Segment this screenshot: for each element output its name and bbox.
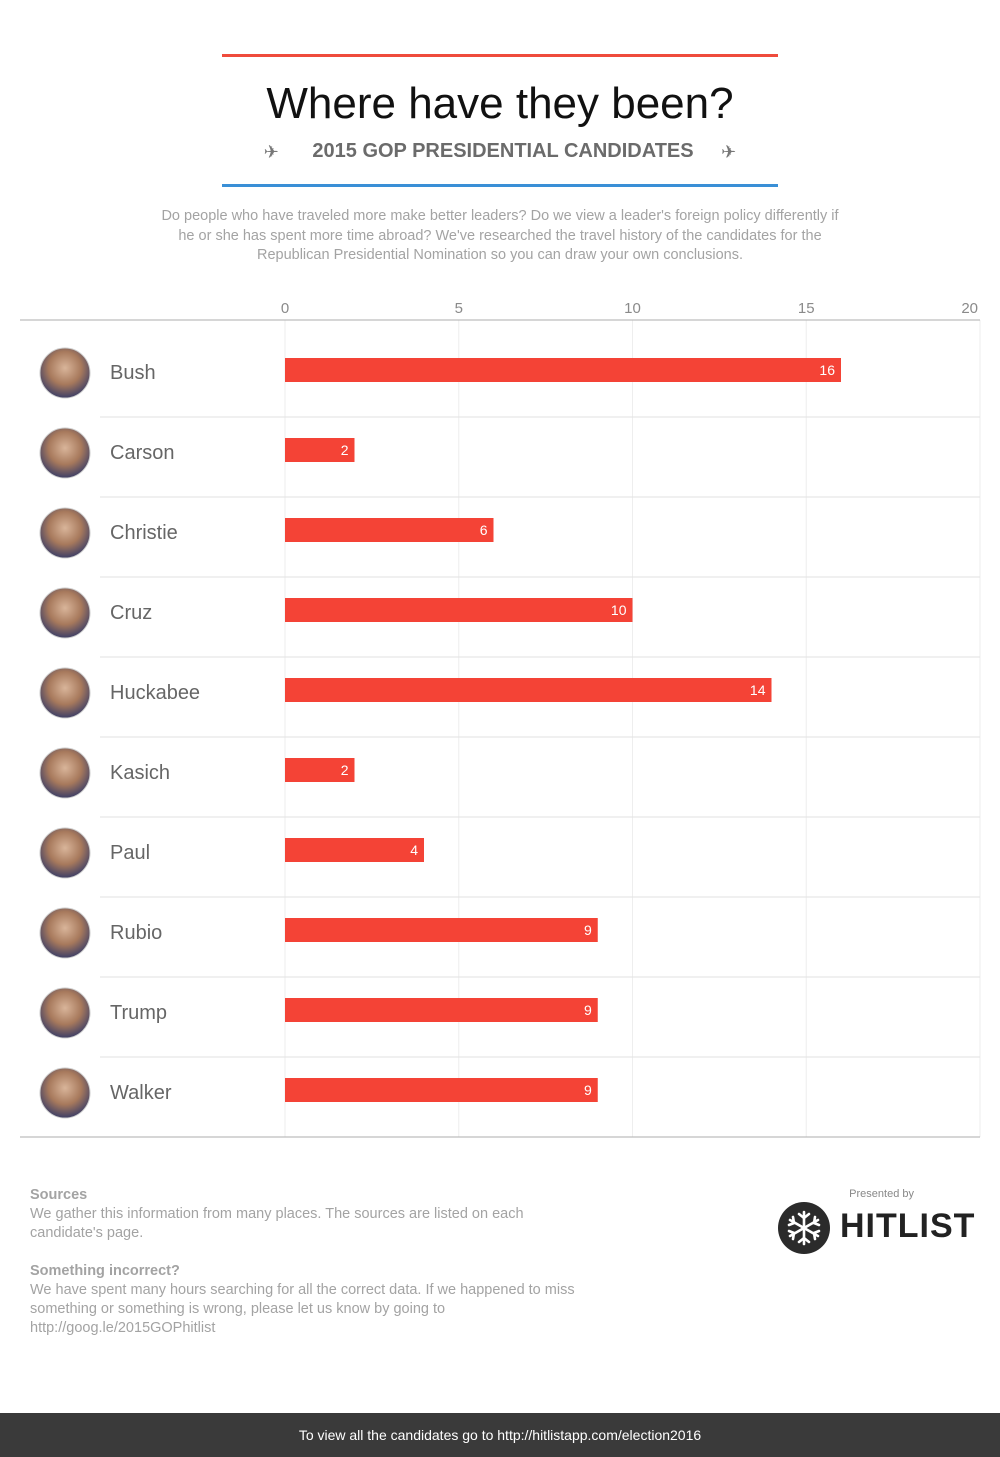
x-tick-label: 5 <box>455 300 463 317</box>
bar-value-label: 2 <box>341 442 349 458</box>
category-label: Bush <box>110 362 156 384</box>
bar-value-label: 9 <box>584 1082 592 1098</box>
plane-left-icon: ✈ <box>263 141 279 162</box>
bar <box>285 358 841 382</box>
incorrect-heading: Something incorrect? <box>30 1263 180 1279</box>
candidate-photo-icon <box>39 827 91 879</box>
candidate-photo-icon <box>39 747 91 799</box>
x-tick-label: 10 <box>624 300 641 317</box>
candidate-photo-icon <box>39 1067 91 1119</box>
bar <box>285 1078 598 1102</box>
brand-block: Presented by HITLIST <box>778 1186 980 1256</box>
category-label: Kasich <box>110 762 170 784</box>
bar <box>285 918 598 942</box>
bar <box>285 998 598 1022</box>
subtitle-row: ✈ 2015 GOP PRESIDENTIAL CANDIDATES ✈ <box>0 138 1000 165</box>
category-label: Huckabee <box>110 682 200 704</box>
category-label: Carson <box>110 442 174 464</box>
snowflake-logo-icon <box>778 1202 830 1254</box>
plane-right-icon: ✈ <box>721 141 737 162</box>
x-tick-label: 15 <box>798 300 815 317</box>
bar <box>285 838 424 862</box>
presented-by-label: Presented by <box>849 1188 914 1200</box>
page-subtitle: 2015 GOP PRESIDENTIAL CANDIDATES <box>312 140 694 162</box>
page-title: Where have they been? <box>266 79 734 128</box>
candidate-photo-icon <box>39 907 91 959</box>
footer-text[interactable]: To view all the candidates go to http://… <box>298 1427 702 1443</box>
bar-value-label: 14 <box>750 682 766 698</box>
bar-value-label: 4 <box>410 842 418 858</box>
intro-text: Do people who have traveled more make be… <box>161 208 839 263</box>
bar <box>285 678 772 702</box>
candidate-photo-icon <box>39 347 91 399</box>
bar-value-label: 16 <box>819 362 835 378</box>
bar-value-label: 9 <box>584 922 592 938</box>
bottom-accent-rule <box>222 184 778 187</box>
footer-link-bar[interactable]: To view all the candidates go to http://… <box>0 1413 1000 1457</box>
category-label: Paul <box>110 842 150 864</box>
candidate-photo-icon <box>39 987 91 1039</box>
category-label: Trump <box>110 1002 167 1024</box>
bar-chart: 0 5 10 15 20 Bush 16 Carson 2 Christie 6 Cruz 10 Huck… <box>20 300 981 1138</box>
top-accent-rule <box>222 54 778 57</box>
bar-value-label: 10 <box>611 602 627 618</box>
category-label: Christie <box>110 522 178 544</box>
bar-value-label: 2 <box>341 762 349 778</box>
candidate-photo-icon <box>39 507 91 559</box>
bar <box>285 758 355 782</box>
bar <box>285 518 494 542</box>
category-label: Walker <box>110 1082 172 1104</box>
bar <box>285 438 355 462</box>
sources-heading: Sources <box>30 1187 88 1203</box>
bar-value-label: 9 <box>584 1002 592 1018</box>
bar-value-label: 6 <box>480 522 488 538</box>
candidate-photo-icon <box>39 667 91 719</box>
notes-section: Sources We gather this information from … <box>30 1186 600 1357</box>
candidate-photo-icon <box>39 587 91 639</box>
candidate-photo-icon <box>39 427 91 479</box>
brand-name: HITLIST <box>840 1207 976 1245</box>
x-tick-label: 0 <box>281 300 289 317</box>
sources-text: We gather this information from many pla… <box>30 1206 524 1241</box>
x-tick-label: 20 <box>961 300 978 317</box>
incorrect-text: We have spent many hours searching for a… <box>30 1282 575 1336</box>
category-label: Cruz <box>110 602 152 624</box>
bar <box>285 598 633 622</box>
category-label: Rubio <box>110 922 162 944</box>
